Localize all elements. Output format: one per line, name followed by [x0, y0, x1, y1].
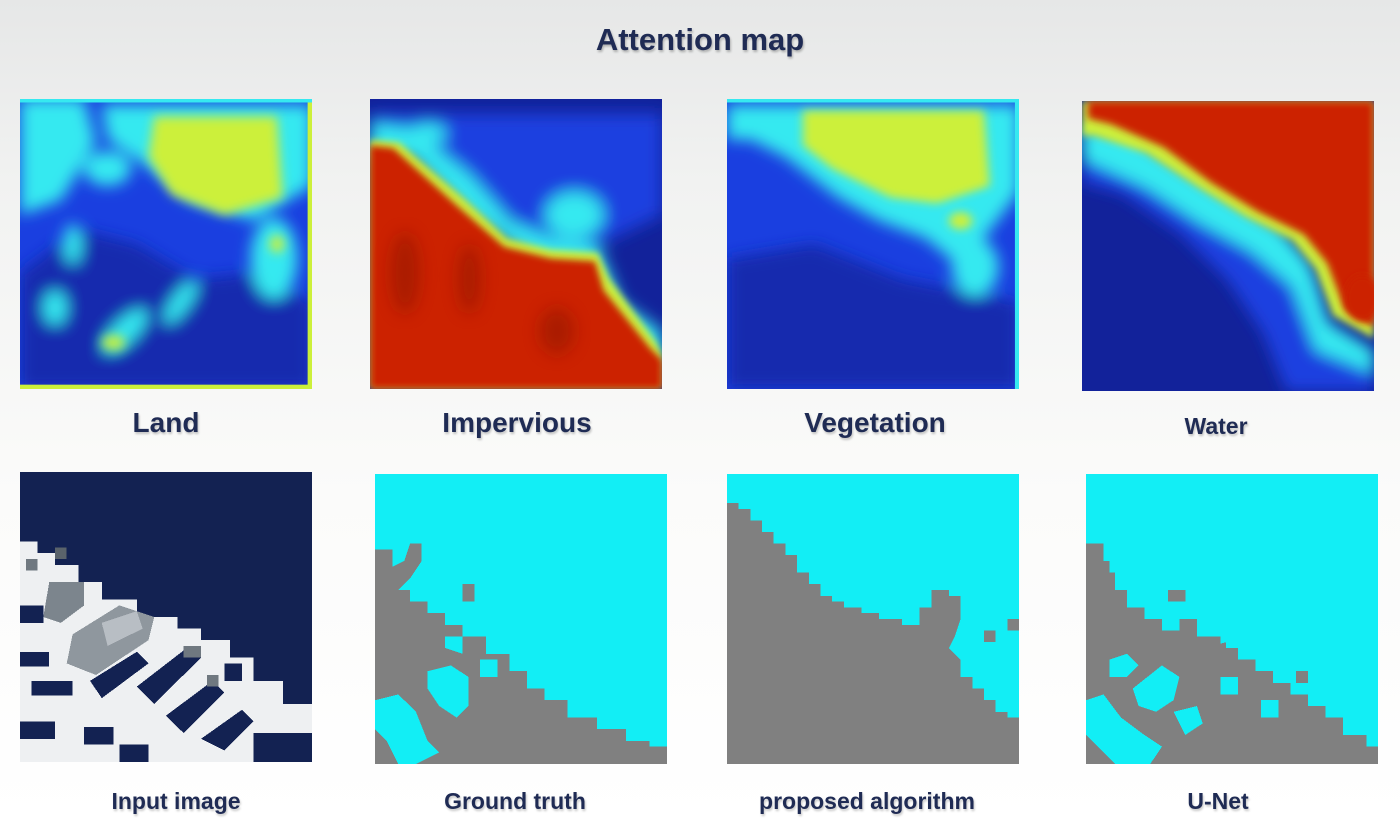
- figure-title: Attention map: [595, 22, 805, 57]
- unet-label: U-Net: [1187, 788, 1249, 814]
- proposed-algorithm-map: [727, 474, 1019, 764]
- ground-truth-label: Ground truth: [444, 788, 586, 814]
- water-attention-map: [1082, 101, 1374, 391]
- land-label: Land: [132, 407, 200, 438]
- proposed-algorithm-label: proposed algorithm: [759, 788, 975, 814]
- impervious-attention-map: [370, 99, 662, 389]
- ground-truth-map: [375, 474, 667, 764]
- input-image: [20, 472, 312, 762]
- impervious-label: Impervious: [442, 407, 592, 438]
- unet-map: [1086, 474, 1378, 764]
- input-image-label: Input image: [111, 788, 241, 814]
- vegetation-label: Vegetation: [804, 407, 946, 438]
- vegetation-attention-map: [727, 99, 1019, 389]
- water-label: Water: [1184, 413, 1248, 439]
- land-attention-map: [20, 99, 312, 389]
